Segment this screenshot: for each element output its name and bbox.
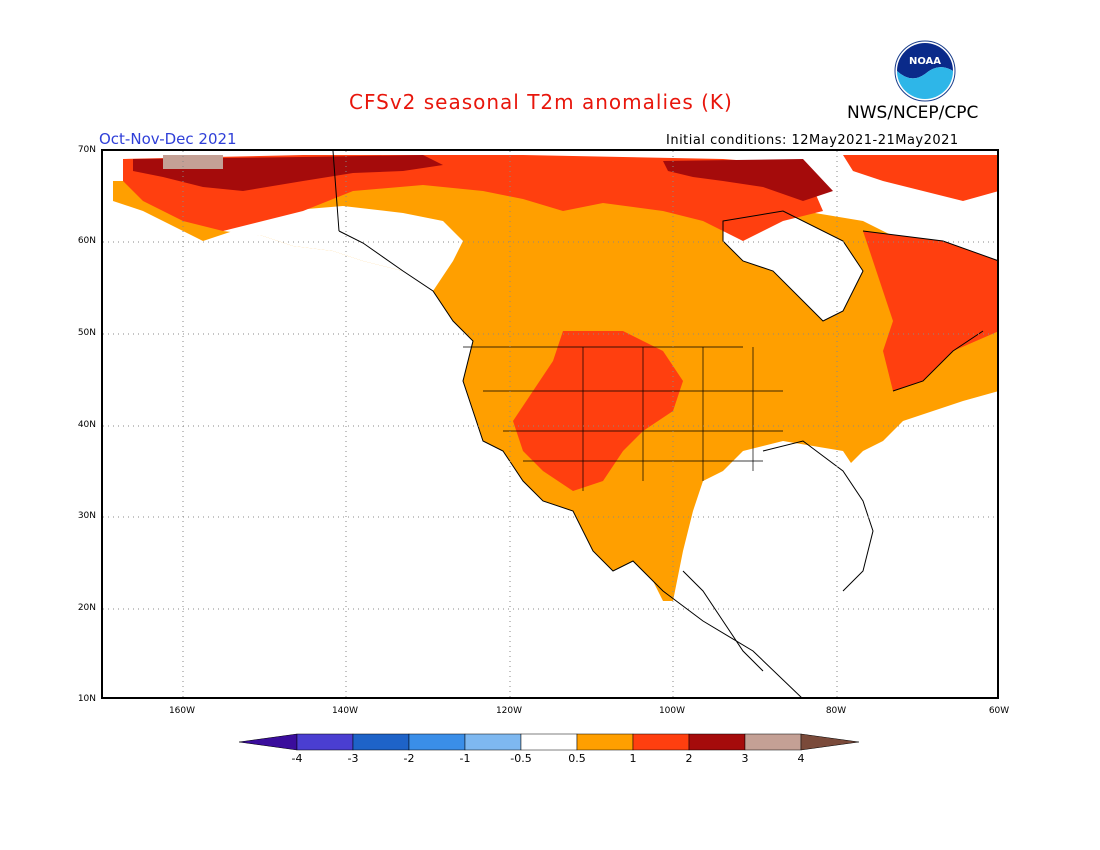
coastline xyxy=(332,151,802,697)
coastline xyxy=(862,230,997,392)
lon-label: 120W xyxy=(495,706,523,716)
colorbar-label: -2 xyxy=(403,752,415,765)
noaa-logo: NOAA xyxy=(894,40,956,102)
colorbar-label: 3 xyxy=(741,752,749,765)
anomaly-region-mid xyxy=(513,331,683,491)
colorbar-label: -0.5 xyxy=(510,752,532,765)
colorbar xyxy=(238,733,861,751)
map-svg xyxy=(103,151,997,697)
colorbar-label: -3 xyxy=(347,752,359,765)
lat-label: 40N xyxy=(77,420,96,430)
colorbar-label: 0.5 xyxy=(568,752,586,765)
neutral-region xyxy=(623,581,801,697)
anomaly-region-extreme xyxy=(163,155,223,169)
colorbar-segment xyxy=(576,733,634,751)
colorbar-label: -1 xyxy=(459,752,471,765)
colorbar-segment xyxy=(238,733,298,751)
coastline xyxy=(722,210,864,322)
anomaly-region-high xyxy=(663,159,833,201)
neutral-region xyxy=(743,441,863,591)
lat-label: 10N xyxy=(77,694,96,704)
colorbar-segment xyxy=(408,733,466,751)
colorbar-segment xyxy=(688,733,746,751)
lon-label: 100W xyxy=(658,706,686,716)
colorbar-label: 4 xyxy=(797,752,805,765)
lon-label: 160W xyxy=(168,706,196,716)
map-title: CFSv2 seasonal T2m anomalies (K) xyxy=(349,90,733,114)
anomaly-region-mid xyxy=(863,231,997,391)
logo-text: NOAA xyxy=(909,56,941,67)
colorbar-label: 2 xyxy=(685,752,693,765)
colorbar-label: -4 xyxy=(291,752,303,765)
graticule xyxy=(103,151,997,697)
agency-label: NWS/NCEP/CPC xyxy=(847,103,979,123)
colorbar-segment xyxy=(800,733,860,751)
colorbar-segment xyxy=(520,733,578,751)
lon-label: 80W xyxy=(825,706,847,716)
neutral-region xyxy=(223,206,463,291)
lat-label: 50N xyxy=(77,328,96,338)
neutral-region xyxy=(723,211,863,321)
lat-label: 60N xyxy=(77,236,96,246)
colorbar-segment xyxy=(744,733,802,751)
lat-label: 20N xyxy=(77,603,96,613)
colorbar-segment xyxy=(464,733,522,751)
border-lines xyxy=(463,346,783,491)
coastline xyxy=(682,440,874,672)
lat-label: 70N xyxy=(77,145,96,155)
colorbar-segment xyxy=(352,733,410,751)
lon-label: 140W xyxy=(331,706,359,716)
colorbar-segment xyxy=(296,733,354,751)
initial-conditions-label: Initial conditions: 12May2021-21May2021 xyxy=(666,133,959,148)
anomaly-map xyxy=(101,149,999,699)
colorbar-segment xyxy=(632,733,690,751)
season-label: Oct-Nov-Dec 2021 xyxy=(99,130,237,148)
lat-label: 30N xyxy=(77,511,96,521)
lon-label: 60W xyxy=(988,706,1010,716)
colorbar-label: 1 xyxy=(629,752,637,765)
anomaly-region-mid xyxy=(843,155,997,201)
